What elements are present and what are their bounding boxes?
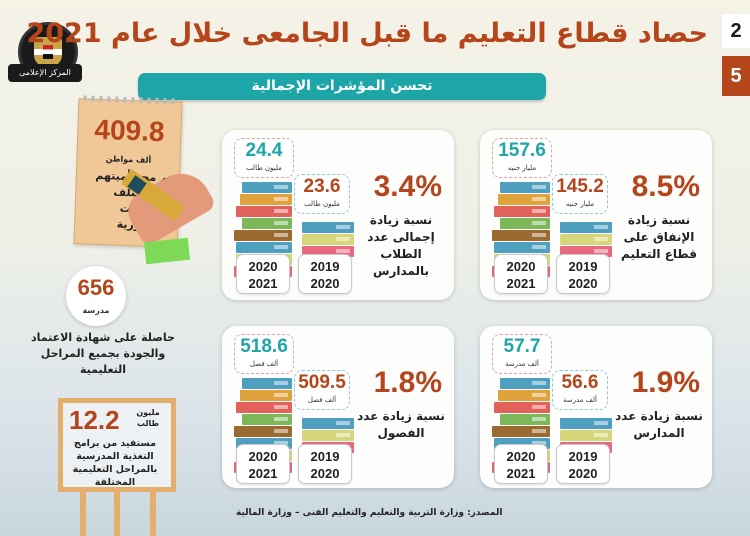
card-description: نسبة زيادة الإنفاق على قطاع التعليم bbox=[621, 213, 697, 261]
year-start: 2019 bbox=[310, 449, 340, 464]
percentage-value: 1.9% bbox=[631, 366, 700, 399]
percentage-value: 3.4% bbox=[373, 170, 442, 203]
page-number-bottom: 5 bbox=[722, 56, 750, 96]
books-stack-short-icon bbox=[296, 222, 354, 258]
year-end: 2021 bbox=[506, 276, 536, 291]
value-box-2020-2021: 518.6 ألف فصل bbox=[234, 334, 294, 374]
page-number-top: 2 bbox=[722, 14, 750, 48]
value-box-2020-2021: 157.6 مليار جنيه bbox=[492, 138, 552, 178]
year-end: 2020 bbox=[568, 466, 598, 481]
year-start: 2019 bbox=[568, 449, 598, 464]
easel-leg-icon bbox=[80, 492, 86, 536]
year-end: 2021 bbox=[248, 276, 278, 291]
card-education-spending: 8.5% نسبة زيادة الإنفاق على قطاع التعليم… bbox=[480, 130, 712, 300]
year-start: 2020 bbox=[248, 259, 278, 274]
nutrition-easel-board: 12.2 مليون طالب مستفيد من برامج التغذية … bbox=[58, 398, 176, 492]
source-footnote: المصدر: وزارة التربية والتعليم والتعليم … bbox=[236, 508, 503, 518]
value-number: 518.6 bbox=[240, 336, 288, 357]
nutrition-unit: مليون طالب bbox=[136, 408, 160, 428]
card-school-count: 1.9% نسبة زيادة عدد المدارس 57.7 ألف مدر… bbox=[480, 326, 712, 488]
year-start: 2019 bbox=[310, 259, 340, 274]
year-label-2019-2020: 2019 2020 bbox=[556, 254, 610, 294]
value-unit: ألف فصل bbox=[249, 360, 279, 368]
value-unit: مليون طالب bbox=[304, 200, 340, 208]
nutrition-description: مستفيد من برامج التغذية المدرسية بالمراح… bbox=[72, 438, 158, 488]
value-number: 145.2 bbox=[556, 176, 604, 197]
value-unit: مليار جنيه bbox=[565, 200, 595, 208]
easel-leg-icon bbox=[114, 492, 120, 536]
year-label-2020-2021: 2020 2021 bbox=[236, 444, 290, 484]
value-unit: ألف مدرسة bbox=[505, 360, 539, 368]
section-subtitle: تحسن المؤشرات الإجمالية bbox=[138, 73, 546, 100]
value-number: 56.6 bbox=[561, 372, 599, 393]
value-box-2020-2021: 57.7 ألف مدرسة bbox=[492, 334, 552, 374]
percentage-value: 8.5% bbox=[631, 170, 700, 203]
year-label-2020-2021: 2020 2021 bbox=[494, 254, 548, 294]
value-number: 57.7 bbox=[503, 336, 541, 357]
value-unit: ألف مدرسة bbox=[563, 396, 597, 404]
value-box-2020-2021: 24.4 مليون طالب bbox=[234, 138, 294, 178]
value-number: 24.4 bbox=[245, 140, 283, 161]
value-number: 157.6 bbox=[498, 140, 546, 161]
year-start: 2020 bbox=[506, 449, 536, 464]
year-end: 2020 bbox=[310, 276, 340, 291]
easel-leg-icon bbox=[150, 492, 156, 536]
literacy-unit: ألف مواطن bbox=[105, 154, 152, 165]
card-student-count: 3.4% نسبة زيادة إجمالى عدد الطلاب بالمدا… bbox=[222, 130, 454, 300]
card-description: نسبة زيادة إجمالى عدد الطلاب بالمدارس bbox=[367, 213, 435, 278]
year-start: 2020 bbox=[248, 449, 278, 464]
value-number: 509.5 bbox=[298, 372, 346, 393]
year-label-2019-2020: 2019 2020 bbox=[298, 254, 352, 294]
card-classroom-count: 1.8% نسبة زيادة عدد الفصول 518.6 ألف فصل… bbox=[222, 326, 454, 488]
books-stack-short-icon bbox=[554, 222, 612, 258]
nutrition-value: 12.2 bbox=[69, 405, 120, 435]
value-unit: ألف فصل bbox=[307, 396, 337, 404]
accredited-description: حاصلة على شهادة الاعتماد والجودة بجميع ا… bbox=[31, 331, 175, 376]
value-box-2019-2020: 145.2 مليار جنيه bbox=[552, 174, 608, 214]
value-box-2019-2020: 23.6 مليون طالب bbox=[294, 174, 350, 214]
percentage-value: 1.8% bbox=[373, 366, 442, 399]
accredited-value: 656 bbox=[77, 275, 115, 300]
value-unit: مليار جنيه bbox=[507, 164, 537, 172]
year-end: 2020 bbox=[310, 466, 340, 481]
card-description: نسبة زيادة عدد الفصول bbox=[357, 409, 445, 440]
card-description: نسبة زيادة عدد المدارس bbox=[615, 409, 703, 440]
page-title: حصاد قطاع التعليم ما قبل الجامعى خلال عا… bbox=[26, 18, 708, 49]
logo-banner: المركز الإعلامى bbox=[8, 64, 82, 82]
accredited-schools-badge: 656 مدرسة bbox=[66, 266, 126, 326]
year-label-2019-2020: 2019 2020 bbox=[556, 444, 610, 484]
value-number: 23.6 bbox=[303, 176, 341, 197]
literacy-value: 409.8 bbox=[93, 113, 166, 148]
year-start: 2019 bbox=[568, 259, 598, 274]
value-box-2019-2020: 509.5 ألف فصل bbox=[294, 370, 350, 410]
sleeve-cuff-icon bbox=[143, 237, 191, 265]
value-unit: مليون طالب bbox=[246, 164, 282, 172]
accredited-unit: مدرسة bbox=[82, 306, 110, 315]
year-label-2019-2020: 2019 2020 bbox=[298, 444, 352, 484]
year-end: 2021 bbox=[506, 466, 536, 481]
year-label-2020-2021: 2020 2021 bbox=[236, 254, 290, 294]
year-label-2020-2021: 2020 2021 bbox=[494, 444, 548, 484]
value-box-2019-2020: 56.6 ألف مدرسة bbox=[552, 370, 608, 410]
year-end: 2021 bbox=[248, 466, 278, 481]
year-start: 2020 bbox=[506, 259, 536, 274]
flag-shield-icon bbox=[43, 45, 53, 59]
year-end: 2020 bbox=[568, 276, 598, 291]
